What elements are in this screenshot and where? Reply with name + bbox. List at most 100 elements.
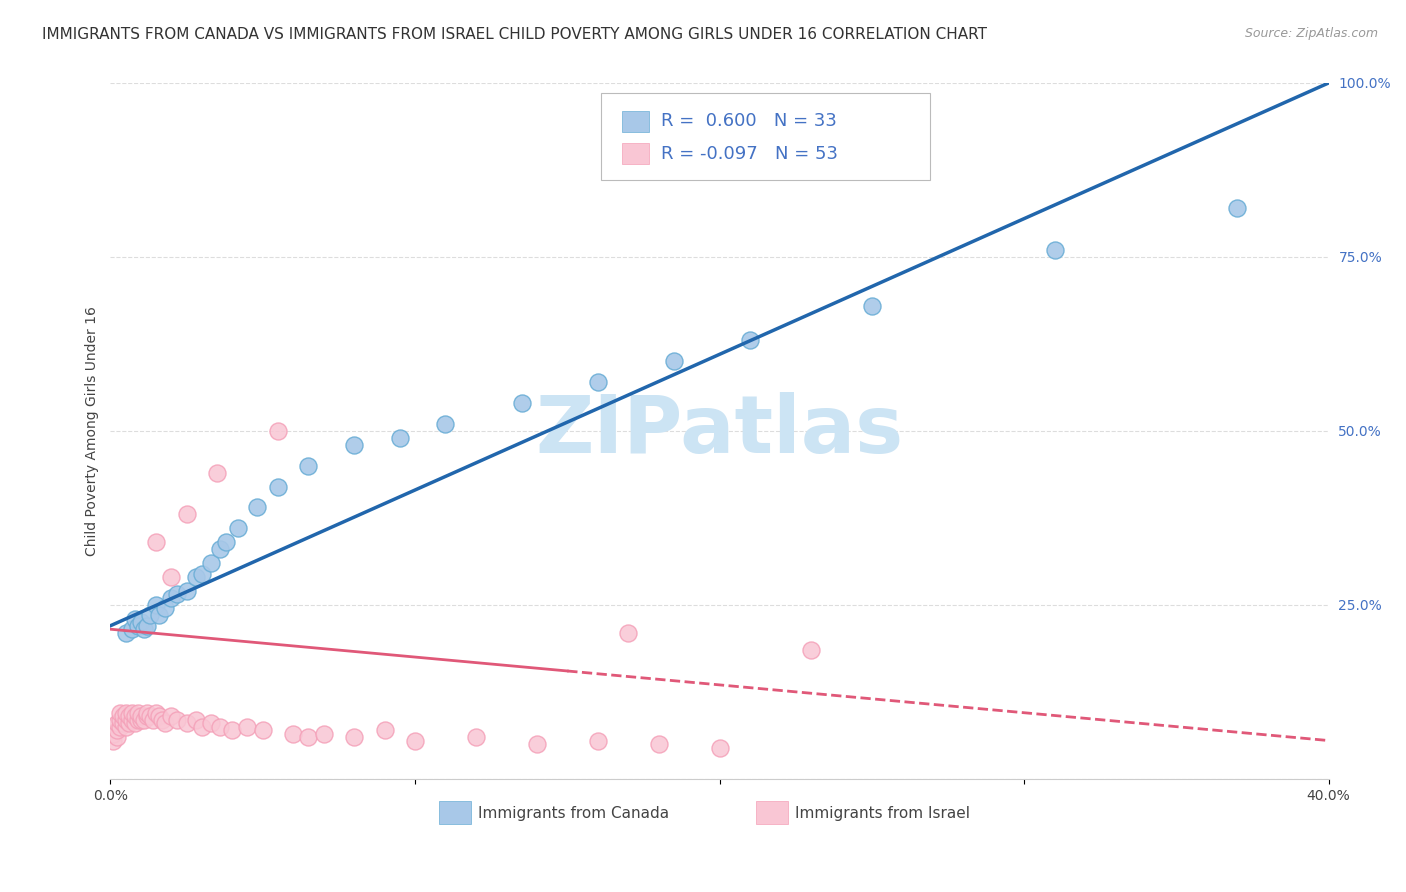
Point [114,713,136,727]
Point [127,706,149,720]
Point [434,417,457,431]
Point [127,713,149,727]
Point [205,466,228,480]
Point [121,713,143,727]
Point [281,726,304,740]
Point [312,726,335,740]
Point [155,716,177,731]
Point [617,625,640,640]
Point [267,479,290,493]
Point [373,723,395,738]
Text: Immigrants from Israel: Immigrants from Israel [794,806,970,822]
Point [404,733,426,747]
Bar [621,144,650,164]
Point [647,737,669,751]
Text: Source: ZipAtlas.com: Source: ZipAtlas.com [1244,27,1378,40]
Point [209,720,232,734]
Point [343,730,366,744]
Point [662,354,685,368]
Point [145,535,167,549]
Point [145,598,167,612]
Point [586,375,609,389]
Point [860,299,883,313]
Point [105,723,128,738]
Point [184,713,207,727]
Point [267,424,290,438]
Text: R = -0.097   N = 53: R = -0.097 N = 53 [661,145,838,163]
Point [129,615,152,630]
Bar [621,111,650,132]
Point [738,334,761,348]
Point [388,431,411,445]
Point [176,508,198,522]
Point [191,720,214,734]
Text: IMMIGRANTS FROM CANADA VS IMMIGRANTS FROM ISRAEL CHILD POVERTY AMONG GIRLS UNDER: IMMIGRANTS FROM CANADA VS IMMIGRANTS FRO… [42,27,987,42]
FancyBboxPatch shape [602,94,931,180]
Point [297,458,319,473]
Point [221,723,243,738]
Point [114,720,136,734]
Point [166,713,188,727]
Point [114,625,136,640]
Point [136,709,159,723]
Point [105,716,128,731]
Point [236,720,259,734]
Point [160,591,183,605]
Text: R =  0.600   N = 33: R = 0.600 N = 33 [661,112,837,130]
Point [800,643,823,657]
Point [118,716,141,731]
Point [150,713,173,727]
Point [124,709,146,723]
Point [228,521,250,535]
Point [709,740,731,755]
Point [510,396,533,410]
Point [297,730,319,744]
Point [103,733,125,747]
Point [176,716,198,731]
Point [132,713,155,727]
Point [200,716,222,731]
Point [105,730,128,744]
Point [1226,201,1249,215]
Point [526,737,548,751]
Point [209,542,232,557]
Point [129,709,152,723]
Point [139,709,162,723]
Point [160,570,183,584]
Point [108,706,131,720]
Point [1043,243,1066,257]
Point [191,566,214,581]
Text: Immigrants from Canada: Immigrants from Canada [478,806,669,822]
Point [148,608,170,623]
Y-axis label: Child Poverty Among Girls Under 16: Child Poverty Among Girls Under 16 [86,306,100,556]
Point [155,601,177,615]
Point [118,709,141,723]
Point [200,556,222,570]
Point [176,583,198,598]
Point [145,706,167,720]
Point [114,706,136,720]
Point [124,612,146,626]
Point [111,709,134,723]
Point [108,720,131,734]
Point [160,709,183,723]
Point [464,730,486,744]
Point [121,706,143,720]
Point [136,706,159,720]
Point [184,570,207,584]
Point [166,587,188,601]
Point [586,733,609,747]
Point [103,726,125,740]
Bar [756,801,789,824]
Point [246,500,269,515]
Point [136,619,159,633]
Point [252,723,274,738]
Point [148,709,170,723]
Point [121,622,143,636]
Point [129,713,152,727]
Point [127,619,149,633]
Point [343,438,366,452]
Point [215,535,238,549]
Point [111,716,134,731]
Point [142,713,165,727]
